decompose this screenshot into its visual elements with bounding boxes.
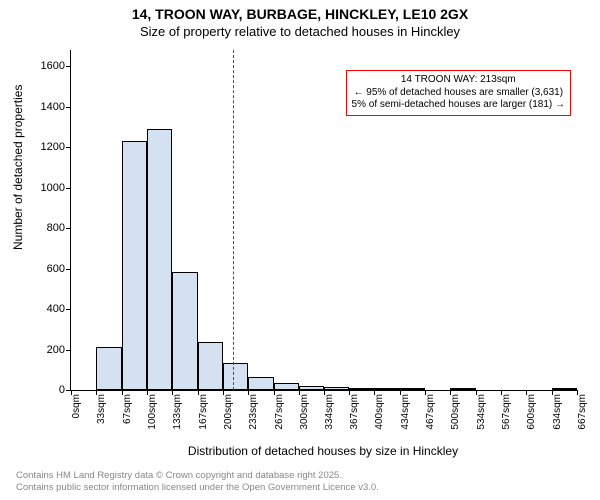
histogram-bar xyxy=(274,383,299,390)
x-tick-mark xyxy=(299,390,300,395)
x-tick-label: 300sqm xyxy=(299,394,310,430)
x-tick-label: 200sqm xyxy=(223,394,234,430)
x-tick-label: 133sqm xyxy=(172,394,183,430)
x-tick-label: 233sqm xyxy=(248,394,259,430)
x-tick-label: 667sqm xyxy=(577,394,588,430)
x-tick-mark xyxy=(147,390,148,395)
x-tick-label: 167sqm xyxy=(198,394,209,430)
x-tick-mark xyxy=(198,390,199,395)
histogram-bar xyxy=(96,347,122,391)
x-tick-mark xyxy=(476,390,477,395)
x-tick-label: 0sqm xyxy=(71,394,82,418)
x-tick-mark xyxy=(577,390,578,395)
x-tick-label: 267sqm xyxy=(274,394,285,430)
histogram-bar xyxy=(172,272,198,390)
histogram-bar xyxy=(374,388,400,390)
annotation-line: 5% of semi-detached houses are larger (1… xyxy=(352,99,565,112)
histogram-bar xyxy=(198,342,223,390)
x-axis-label: Distribution of detached houses by size … xyxy=(70,444,576,458)
x-tick-label: 600sqm xyxy=(526,394,537,430)
annotation-line: 14 TROON WAY: 213sqm xyxy=(352,74,565,87)
histogram-bar xyxy=(552,388,577,390)
x-tick-mark xyxy=(526,390,527,395)
histogram-bar xyxy=(299,386,325,390)
histogram-bar xyxy=(248,377,274,390)
x-tick-label: 400sqm xyxy=(374,394,385,430)
histogram-bar xyxy=(122,141,147,390)
x-tick-mark xyxy=(425,390,426,395)
x-tick-label: 67sqm xyxy=(122,394,133,424)
x-tick-mark xyxy=(374,390,375,395)
footer-line-2: Contains public sector information licen… xyxy=(16,482,379,494)
histogram-bar xyxy=(349,388,374,390)
x-tick-label: 100sqm xyxy=(147,394,158,430)
annotation-box: 14 TROON WAY: 213sqm← 95% of detached ho… xyxy=(346,70,571,116)
histogram-bar xyxy=(223,363,248,390)
x-tick-label: 534sqm xyxy=(476,394,487,430)
marker-line xyxy=(233,50,234,390)
x-tick-mark xyxy=(501,390,502,395)
x-tick-label: 33sqm xyxy=(96,394,107,424)
footer-line-1: Contains HM Land Registry data © Crown c… xyxy=(16,470,379,482)
attribution-footer: Contains HM Land Registry data © Crown c… xyxy=(16,470,379,494)
x-tick-mark xyxy=(248,390,249,395)
y-tick-mark xyxy=(66,228,71,229)
x-tick-mark xyxy=(324,390,325,395)
x-tick-mark xyxy=(172,390,173,395)
histogram-bar xyxy=(324,387,349,390)
y-tick-mark xyxy=(66,147,71,148)
y-axis-label: Number of detached properties xyxy=(11,85,25,250)
x-tick-mark xyxy=(96,390,97,395)
x-tick-mark xyxy=(400,390,401,395)
x-tick-mark xyxy=(450,390,451,395)
x-tick-label: 567sqm xyxy=(501,394,512,430)
x-tick-label: 500sqm xyxy=(450,394,461,430)
x-tick-label: 334sqm xyxy=(324,394,335,430)
x-tick-label: 367sqm xyxy=(349,394,360,430)
chart-subtitle: Size of property relative to detached ho… xyxy=(0,24,600,40)
y-tick-mark xyxy=(66,309,71,310)
x-tick-label: 467sqm xyxy=(425,394,436,430)
x-tick-mark xyxy=(71,390,72,395)
plot-area: 020040060080010001200140016000sqm33sqm67… xyxy=(70,50,577,391)
chart-container: 14, TROON WAY, BURBAGE, HINCKLEY, LE10 2… xyxy=(0,0,600,500)
x-tick-label: 634sqm xyxy=(552,394,563,430)
y-tick-mark xyxy=(66,66,71,67)
titles-block: 14, TROON WAY, BURBAGE, HINCKLEY, LE10 2… xyxy=(0,6,600,40)
y-tick-mark xyxy=(66,350,71,351)
y-tick-mark xyxy=(66,269,71,270)
histogram-bar xyxy=(450,388,476,390)
x-tick-mark xyxy=(122,390,123,395)
x-tick-mark xyxy=(223,390,224,395)
x-tick-label: 434sqm xyxy=(400,394,411,430)
histogram-bar xyxy=(147,129,172,390)
x-tick-mark xyxy=(274,390,275,395)
annotation-line: ← 95% of detached houses are smaller (3,… xyxy=(352,87,565,100)
chart-title: 14, TROON WAY, BURBAGE, HINCKLEY, LE10 2… xyxy=(0,6,600,24)
y-tick-mark xyxy=(66,188,71,189)
histogram-bar xyxy=(400,388,425,390)
y-tick-mark xyxy=(66,107,71,108)
x-tick-mark xyxy=(349,390,350,395)
x-tick-mark xyxy=(552,390,553,395)
